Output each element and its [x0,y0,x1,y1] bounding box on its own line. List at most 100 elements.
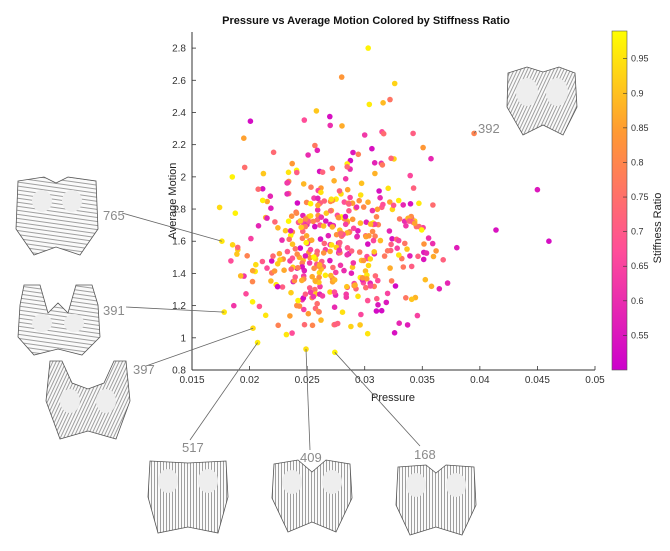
data-point [366,101,373,108]
data-point [420,256,427,263]
colorbar-tick-label: 0.55 [631,330,649,340]
data-point [423,250,430,256]
data-point [392,283,399,289]
data-point [288,213,295,219]
data-point [234,244,241,251]
data-point [309,322,316,329]
data-point [249,267,256,274]
data-point [365,262,372,269]
data-point [355,151,362,158]
data-point [255,223,262,229]
data-point [322,272,329,279]
y-axis-label: Average Motion [167,163,179,240]
data-point [331,289,338,295]
data-point [315,202,321,209]
data-point [286,236,293,243]
colorbar-ticks: 0.55 0.6 0.65 0.7 0.75 0.8 0.85 0.9 0.95 [623,54,649,340]
data-point [312,223,318,230]
data-point [327,113,333,120]
data-point [378,307,385,314]
data-point [284,248,291,255]
data-point [317,283,323,290]
data-point [402,240,408,247]
data-point [404,246,410,252]
data-point [313,108,320,114]
data-point [344,186,351,193]
data-point [268,205,274,211]
data-point [308,184,314,190]
data-point [284,191,290,197]
mesh-thumbnail-397 [45,360,131,440]
data-point [342,176,349,182]
data-point [358,180,365,187]
data-point [328,196,335,202]
data-point [305,152,311,158]
data-point [400,264,407,270]
data-point [310,218,317,225]
data-point [369,145,375,152]
data-point [369,207,376,214]
data-point [338,74,345,80]
data-point [274,283,281,290]
annotation-leader-168 [334,352,421,447]
data-point [387,265,393,271]
data-point [305,310,312,317]
data-point [271,268,278,274]
annotation-leader-409 [305,349,311,451]
data-point [377,195,383,201]
data-point [303,233,310,239]
data-point [343,291,350,298]
data-point [279,237,285,243]
data-point [316,262,323,268]
data-point [248,235,254,242]
data-point [433,248,439,254]
data-point [408,296,415,303]
data-point [323,218,329,224]
data-point [387,96,393,103]
data-point [216,204,223,211]
x-tick-label: 0.04 [470,375,490,386]
data-point [281,267,287,274]
data-point [444,280,451,286]
data-point [389,236,395,242]
data-point [361,132,368,138]
data-point [289,160,296,167]
data-point [354,233,361,240]
annotation-leader-765 [121,212,223,242]
y-tick-label: 1 [180,333,186,344]
data-point [349,264,356,271]
data-point [327,248,333,255]
data-point [299,235,306,242]
data-point [307,246,314,253]
data-point [388,241,394,248]
data-point [371,160,378,166]
data-point [335,214,342,221]
data-point [386,228,393,234]
data-point [358,311,364,318]
data-point [289,255,296,261]
data-point [323,210,330,216]
data-point [407,201,414,207]
data-point [328,242,335,248]
data-point [342,221,349,228]
data-point [379,162,386,168]
data-point [385,185,392,192]
data-point [232,210,239,216]
colorbar-tick-label: 0.8 [631,157,644,167]
data-point [410,130,416,137]
data-point [306,260,313,266]
data-point [357,192,364,198]
y-tick-label: 2 [180,172,186,183]
y-tick-label: 1.2 [172,301,186,312]
data-point [327,257,333,264]
data-point [346,201,352,207]
data-point [327,208,334,214]
data-point [295,297,301,304]
data-point [275,225,281,231]
x-tick-label: 0.05 [585,375,605,386]
data-point [365,241,371,247]
data-point [380,100,386,106]
data-point [348,323,354,330]
data-point [390,202,397,209]
data-point [360,257,367,264]
